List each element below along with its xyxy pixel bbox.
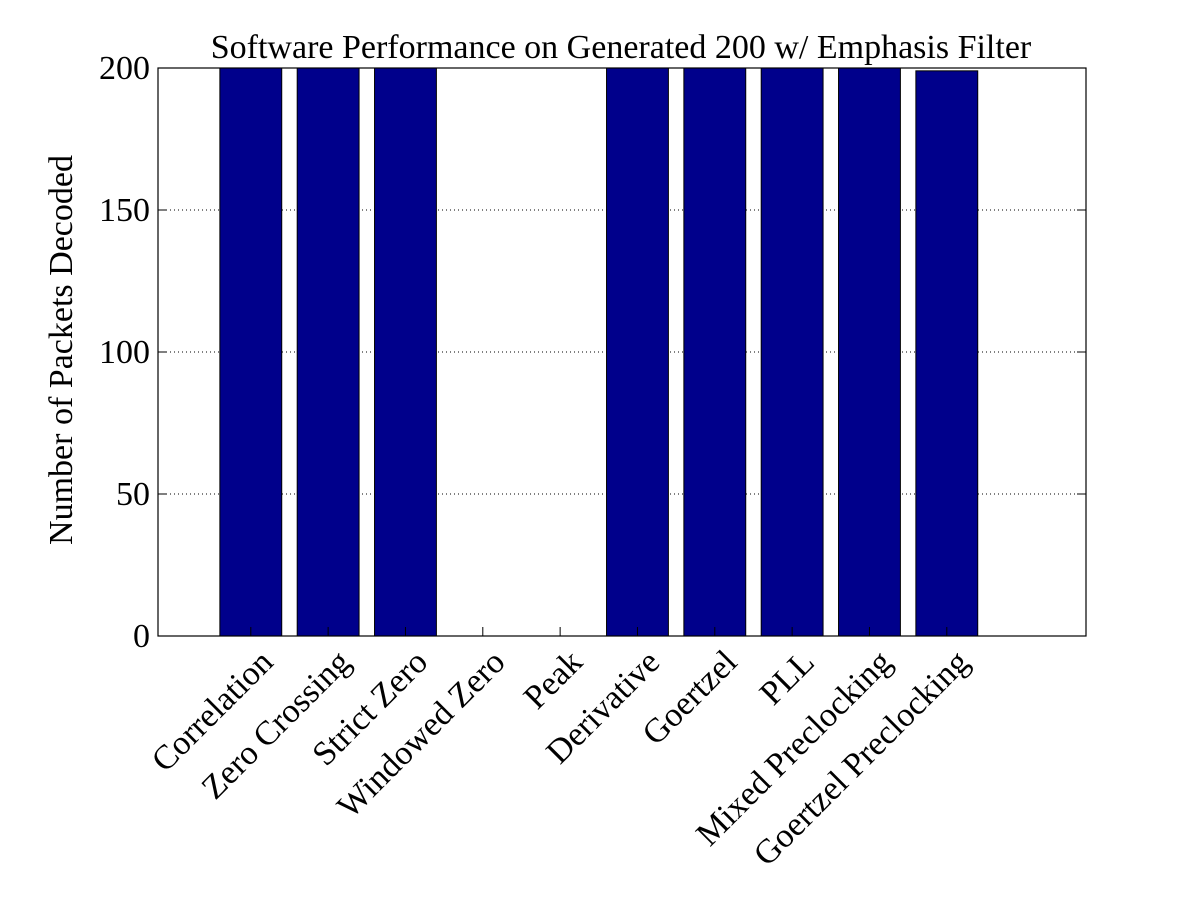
y-axis-ticks: 0 50 100 150 200 (99, 50, 1086, 655)
bar (838, 67, 901, 637)
bar (219, 67, 283, 637)
y-tick-label: 200 (99, 50, 150, 87)
x-tick-label: PLL (753, 643, 822, 712)
y-tick-label: 100 (99, 334, 150, 371)
y-tick-label: 50 (116, 476, 150, 513)
y-tick-label: 150 (99, 192, 150, 229)
y-tick-label: 0 (133, 618, 150, 655)
bar (296, 67, 360, 637)
y-axis-label: Number of Packets Decoded (43, 155, 80, 545)
bar (760, 67, 824, 637)
bars (219, 67, 979, 637)
bar (606, 67, 669, 637)
bar (915, 70, 979, 637)
bar (374, 67, 437, 637)
bar (683, 67, 747, 637)
chart-title: Software Performance on Generated 200 w/… (211, 29, 1032, 66)
